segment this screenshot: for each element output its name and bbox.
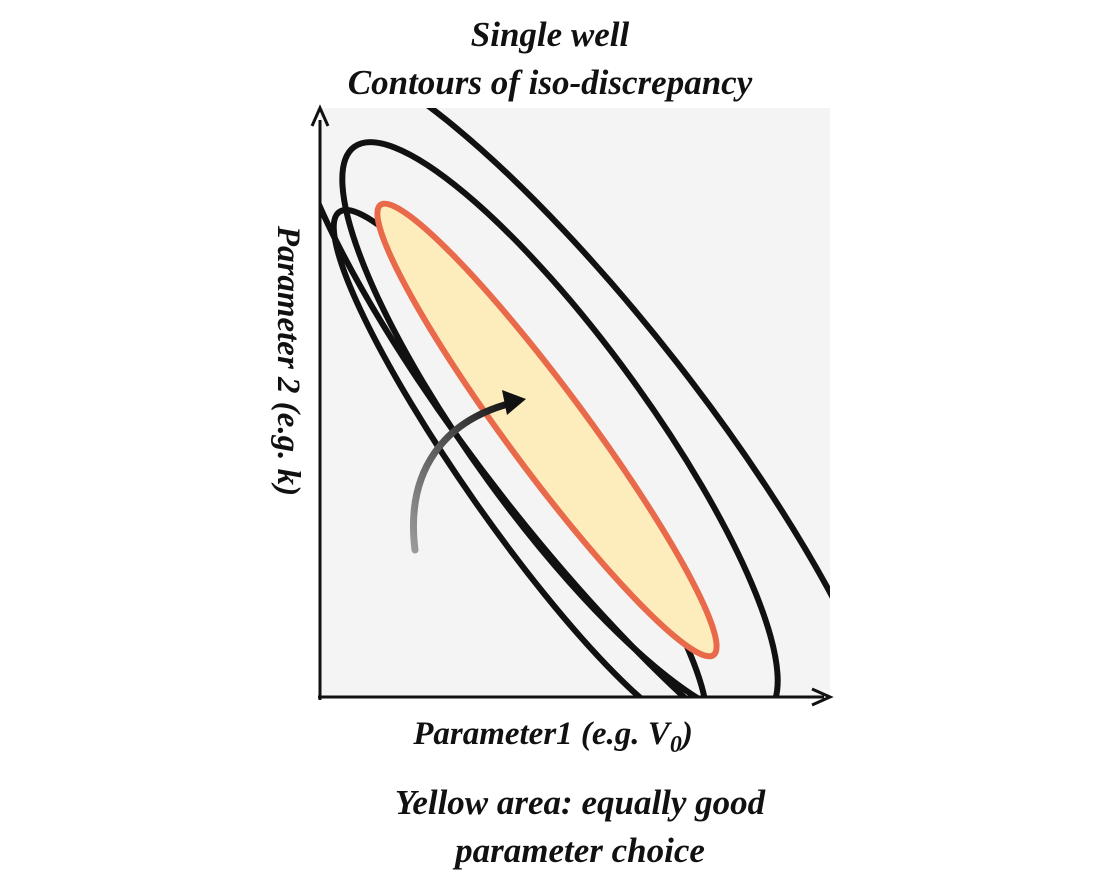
y-axis [310, 104, 330, 700]
contour-group [320, 108, 830, 698]
diagram-title-line-2: Contours of iso-discrepancy [347, 63, 753, 102]
middle-contour [339, 139, 781, 698]
caption-line-1: Yellow area: equally good [394, 783, 766, 822]
y-axis-label: Parameter 2 (e.g. k) [270, 225, 306, 496]
caption-line-2: parameter choice [455, 831, 705, 870]
x-axis [318, 687, 834, 707]
curved-arrow-icon [410, 390, 526, 554]
x-axis-label: Parameter1 (e.g. V0) [412, 716, 693, 758]
optimal-region [374, 200, 720, 660]
diagram-title-line-1: Single well [470, 15, 630, 54]
